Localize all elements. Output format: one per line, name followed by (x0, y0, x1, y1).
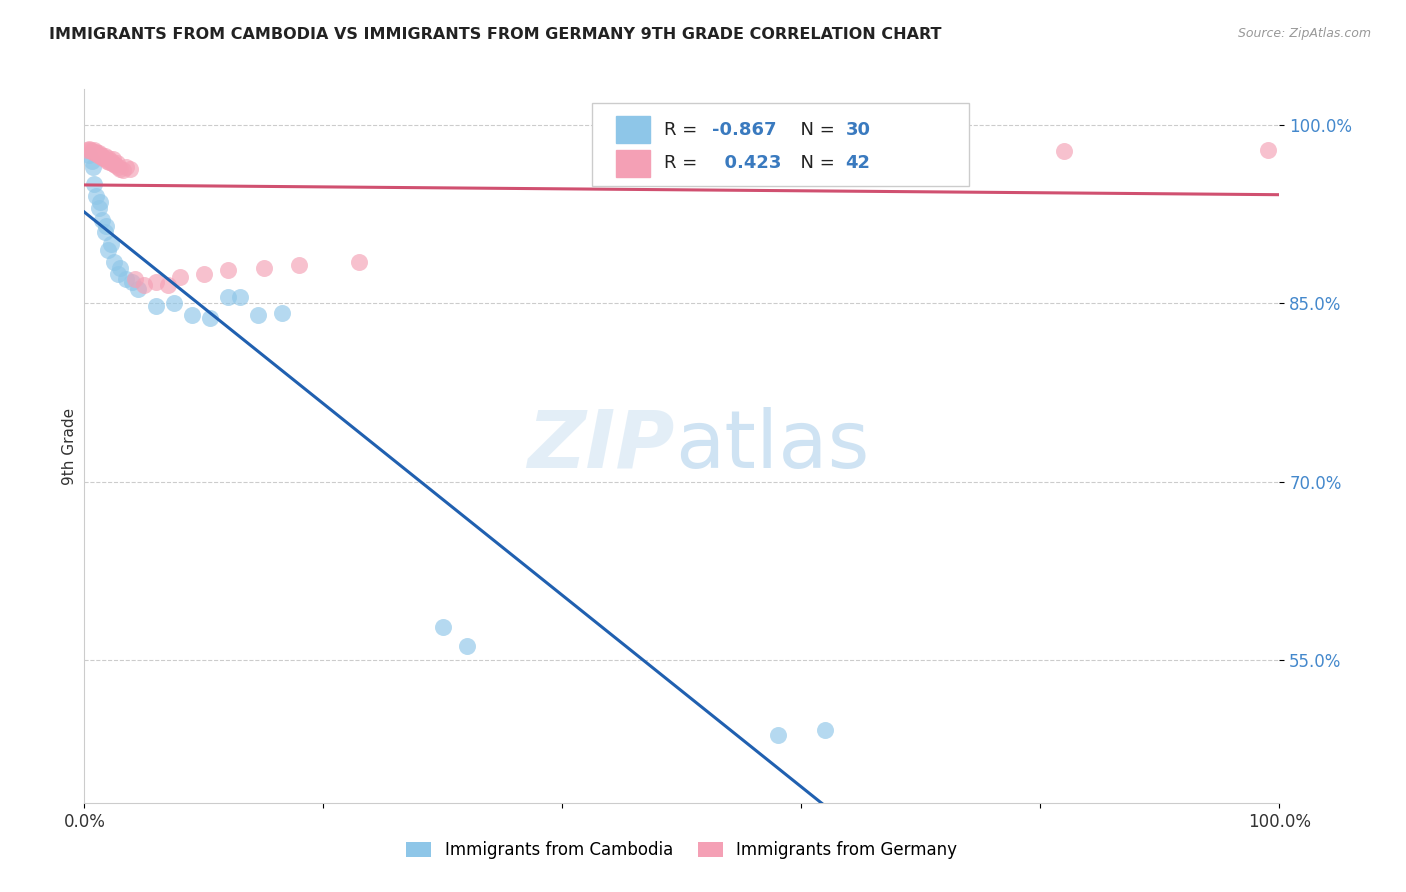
Point (121, 275, 143, 289)
Point (1257, 143, 1279, 157)
Point (94, 153, 117, 167)
Point (101, 156, 124, 170)
Point (89, 149, 111, 163)
Point (103, 254, 125, 268)
Point (198, 310, 221, 325)
Text: atlas: atlas (675, 407, 869, 485)
Point (93, 225, 115, 239)
Point (83, 143, 105, 157)
Y-axis label: 9th Grade: 9th Grade (62, 408, 77, 484)
Point (145, 299, 167, 313)
Text: Source: ZipAtlas.com: Source: ZipAtlas.com (1237, 27, 1371, 40)
Point (814, 723, 837, 738)
Point (193, 267, 215, 281)
Point (97, 243, 120, 257)
Point (91, 150, 114, 164)
FancyBboxPatch shape (592, 103, 969, 186)
Point (246, 308, 269, 322)
Point (270, 306, 292, 320)
Point (94, 219, 117, 233)
Point (432, 620, 454, 634)
Text: 30: 30 (845, 120, 870, 138)
Text: IMMIGRANTS FROM CAMBODIA VS IMMIGRANTS FROM GERMANY 9TH GRADE CORRELATION CHART: IMMIGRANTS FROM CAMBODIA VS IMMIGRANTS F… (49, 27, 942, 42)
Point (107, 160, 129, 174)
Point (145, 275, 167, 289)
Point (100, 153, 122, 168)
Point (77, 142, 100, 156)
Text: N =: N = (790, 154, 841, 172)
Point (90, 147, 112, 161)
Point (115, 160, 138, 174)
Point (97, 151, 120, 165)
Point (80, 153, 103, 168)
Point (110, 161, 132, 176)
Text: 42: 42 (845, 154, 870, 172)
Point (82, 145, 104, 160)
Point (349, 254, 371, 268)
Point (84, 146, 107, 161)
Point (91, 213, 114, 227)
Point (80, 144, 103, 158)
Point (253, 260, 276, 275)
Point (217, 263, 239, 277)
Text: N =: N = (790, 120, 841, 138)
Point (101, 153, 124, 167)
Point (181, 308, 204, 322)
Point (79, 143, 101, 157)
Text: R =: R = (664, 120, 703, 138)
Point (1053, 144, 1076, 158)
Point (132, 278, 156, 293)
Point (83, 178, 105, 192)
Point (86, 189, 108, 203)
Point (82, 160, 104, 174)
FancyBboxPatch shape (616, 116, 650, 143)
Point (456, 639, 478, 653)
Point (104, 158, 127, 172)
Point (766, 728, 789, 742)
Point (96, 153, 118, 168)
Text: R =: R = (664, 154, 703, 172)
Point (110, 260, 132, 275)
Point (105, 156, 128, 170)
Point (118, 161, 141, 176)
Point (86, 145, 108, 160)
Point (288, 258, 311, 272)
Point (86, 147, 108, 161)
Point (76, 143, 98, 157)
FancyBboxPatch shape (616, 150, 650, 177)
Point (93, 149, 115, 163)
Point (87, 201, 110, 215)
Point (103, 157, 125, 171)
Point (89, 195, 111, 210)
Point (157, 278, 180, 293)
Point (163, 296, 186, 310)
Text: ZIP: ZIP (527, 407, 675, 485)
Point (77, 147, 100, 161)
Point (217, 290, 239, 304)
Point (115, 272, 138, 286)
Legend: Immigrants from Cambodia, Immigrants from Germany: Immigrants from Cambodia, Immigrants fro… (399, 835, 965, 866)
Text: 0.423: 0.423 (711, 154, 782, 172)
Point (124, 272, 146, 286)
Point (87, 146, 110, 161)
Point (127, 282, 149, 296)
Text: -0.867: -0.867 (711, 120, 776, 138)
Point (98, 154, 121, 169)
Point (100, 236, 122, 251)
Point (229, 290, 252, 304)
Point (107, 267, 129, 281)
Point (93, 151, 115, 165)
Point (111, 163, 134, 178)
Point (169, 270, 191, 285)
